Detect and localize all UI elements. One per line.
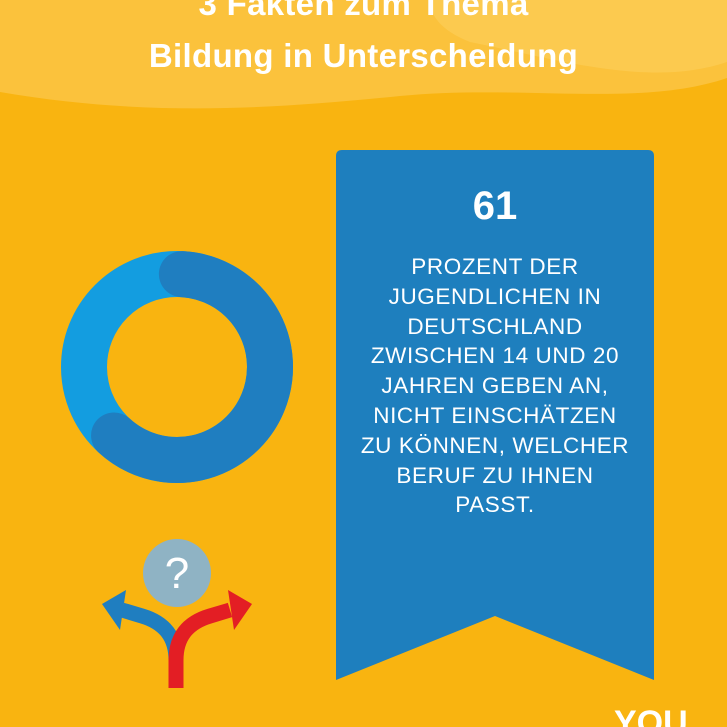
fact-ribbon xyxy=(336,150,654,680)
title-line-2: Bildung in Unterscheidung xyxy=(148,37,579,74)
logo: YOU xyxy=(614,704,688,727)
arrow-red-head xyxy=(228,590,252,630)
fact-number: 61 xyxy=(472,184,518,228)
arrow-blue-head xyxy=(102,590,126,630)
donut-arc xyxy=(91,251,293,483)
donut-chart xyxy=(61,251,293,483)
header-wave xyxy=(0,0,727,109)
question-crossroads-icon: ? xyxy=(102,539,252,688)
arrow-blue-path xyxy=(119,602,184,688)
question-bubble xyxy=(143,539,211,607)
title-line-1: 3 Fakten zum Thema xyxy=(198,0,529,22)
logo-text: YOU xyxy=(614,704,688,727)
arrow-red-path xyxy=(168,602,233,688)
question-mark: ? xyxy=(165,549,189,598)
fact-text: Prozent der Jugendlichen in Deutschland … xyxy=(360,254,630,518)
